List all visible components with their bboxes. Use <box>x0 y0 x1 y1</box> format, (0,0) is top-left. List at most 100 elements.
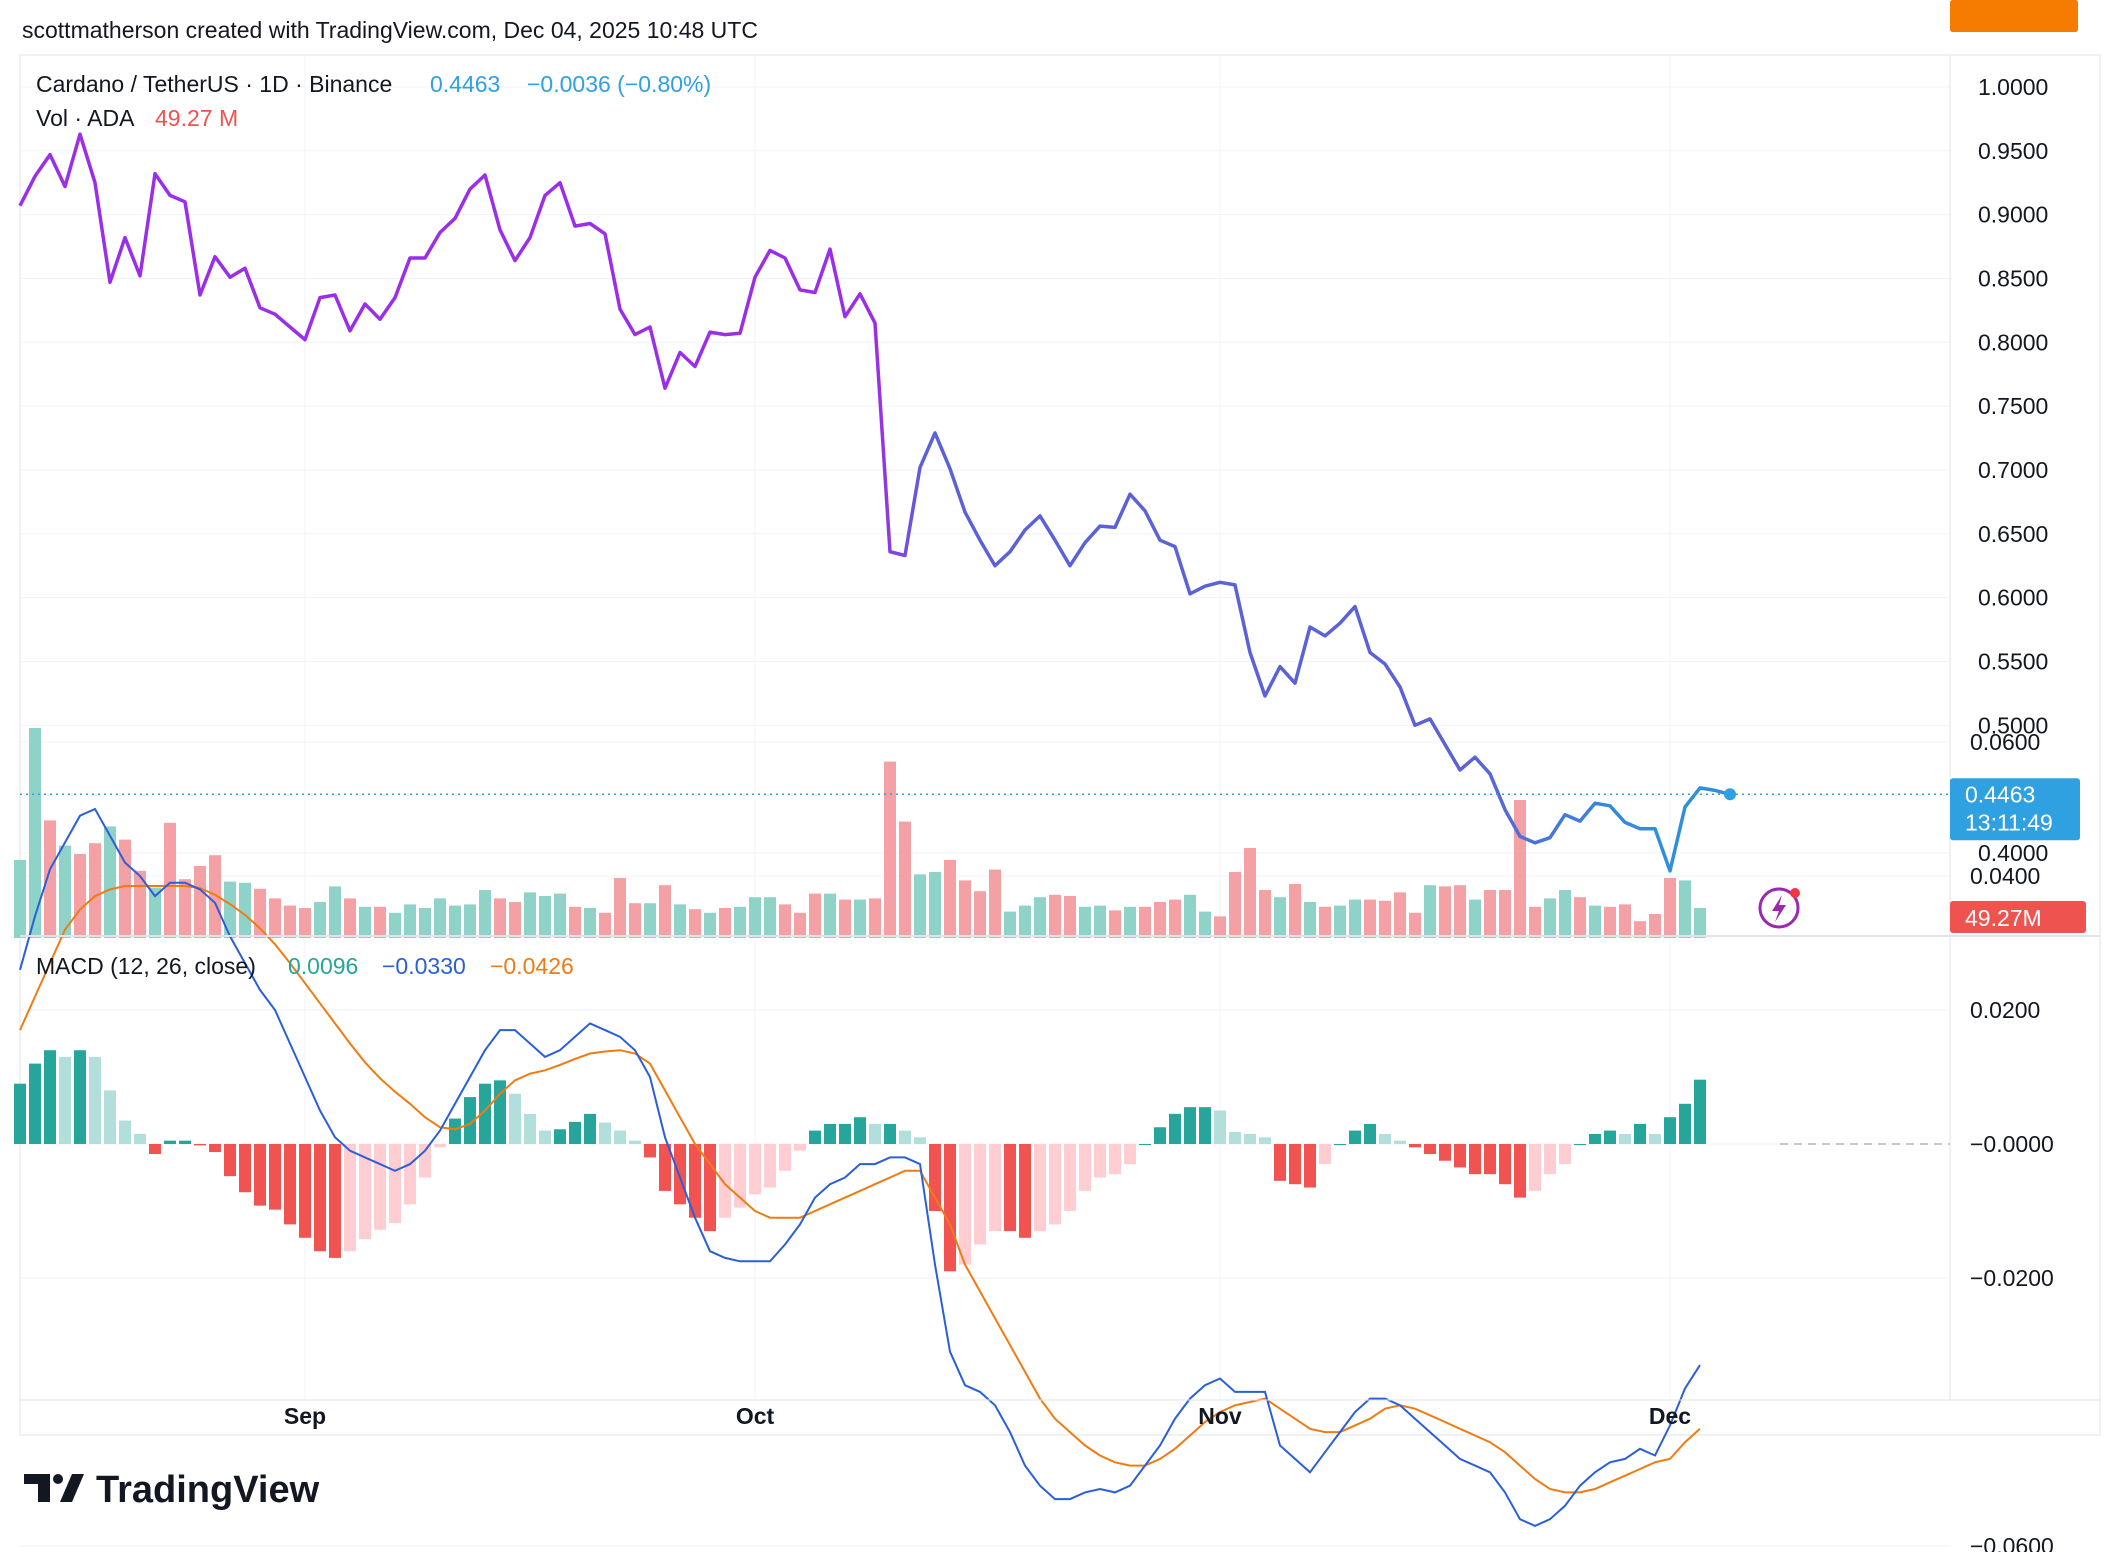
macd-tick-label: −0.0600 <box>1970 1533 2054 1552</box>
price-tick-label: 0.7000 <box>1978 457 2048 483</box>
histogram-bar <box>449 1118 461 1144</box>
price-tick-label: 1.0000 <box>1978 74 2048 100</box>
volume-bar <box>1289 884 1301 938</box>
price-tick-label: 0.8500 <box>1978 265 2048 291</box>
histogram-bar <box>1304 1144 1316 1188</box>
histogram-bar <box>1574 1144 1586 1145</box>
macd-lines <box>19 807 1701 1527</box>
volume-bar <box>1064 896 1076 938</box>
time-tick-label: Dec <box>1649 1403 1691 1429</box>
histogram-bar <box>1019 1144 1031 1238</box>
histogram-bar <box>119 1120 131 1144</box>
price-tick-label: 0.8000 <box>1978 329 2048 355</box>
histogram-bar <box>194 1144 206 1146</box>
macd-tick-label: 0.0600 <box>1970 729 2040 755</box>
histogram-bar <box>1289 1144 1301 1185</box>
volume-bar <box>419 908 431 938</box>
price-legend[interactable]: Cardano / TetherUS · 1D · Binance 0.4463… <box>36 71 711 97</box>
volume-bar <box>449 905 461 938</box>
histogram-bar <box>704 1144 716 1232</box>
histogram-bar <box>1649 1133 1661 1144</box>
macd-tick-label: 0.0200 <box>1970 997 2040 1023</box>
volume-bar <box>584 908 596 938</box>
price-line <box>18 132 1731 873</box>
volume-bar <box>1169 899 1181 938</box>
volume-badge: 49.27M <box>1950 901 2086 933</box>
histogram-bar <box>1259 1137 1271 1144</box>
histogram-bar <box>1694 1079 1706 1144</box>
histogram-bar <box>1079 1144 1091 1191</box>
histogram-bar <box>749 1144 761 1195</box>
histogram-bar <box>1559 1144 1571 1165</box>
volume-bar <box>359 906 371 938</box>
volume-bar <box>1109 910 1121 938</box>
histogram-bar <box>404 1144 416 1205</box>
volume-bar <box>824 893 836 938</box>
volume-bar <box>1124 906 1136 938</box>
volume-bar <box>59 845 71 938</box>
macd-legend[interactable]: MACD (12, 26, close) 0.0096 −0.0330 −0.0… <box>36 953 574 979</box>
volume-bar <box>974 891 986 938</box>
lightning-icon[interactable] <box>1758 887 1800 929</box>
time-tick-label: Oct <box>736 1403 775 1429</box>
histogram-bar <box>1619 1133 1631 1144</box>
price-axis-ticks: 1.0000 0.9500 0.9000 0.8500 0.8000 0.7500 0.70… <box>1978 74 2048 866</box>
histogram-bar <box>284 1144 296 1225</box>
volume-bar <box>434 898 446 938</box>
histogram-bar <box>89 1056 101 1144</box>
histogram-bar <box>824 1123 836 1144</box>
volume-legend[interactable]: Vol · ADA 49.27 M <box>36 105 238 131</box>
volume-bar <box>374 906 386 938</box>
volume-bar <box>254 888 266 938</box>
volume-bar <box>1004 911 1016 938</box>
price-tick-label: 0.9500 <box>1978 138 2048 164</box>
price-tick-label: 0.7500 <box>1978 393 2048 419</box>
volume-bar <box>1664 878 1676 938</box>
volume-bar <box>1469 899 1481 938</box>
histogram-bar <box>1469 1144 1481 1175</box>
histogram-bar <box>644 1144 656 1158</box>
volume-bar <box>464 904 476 938</box>
volume-bar <box>74 854 86 938</box>
volume-bar <box>1649 914 1661 938</box>
histogram-bar <box>974 1144 986 1245</box>
volume-bar <box>929 872 941 938</box>
histogram-bar <box>359 1144 371 1240</box>
volume-bar <box>959 880 971 938</box>
histogram-bar <box>374 1144 386 1230</box>
volume-bar <box>674 904 686 938</box>
tradingview-logo: TradingView <box>24 1469 320 1511</box>
histogram-bar <box>1484 1144 1496 1175</box>
volume-bar <box>404 904 416 938</box>
volume-bar <box>854 899 866 938</box>
volume-bar <box>899 821 911 938</box>
histogram-bar <box>1229 1131 1241 1144</box>
volume-bar <box>629 903 641 938</box>
histogram-bar <box>854 1117 866 1144</box>
histogram-bar <box>1499 1144 1511 1185</box>
histogram-bar <box>629 1140 641 1144</box>
histogram-bar <box>419 1144 431 1178</box>
histogram-bar <box>809 1130 821 1144</box>
histogram-bar <box>1664 1117 1676 1144</box>
volume-bar <box>1094 905 1106 938</box>
macd-series-line <box>19 807 1701 1527</box>
histogram-bar <box>989 1144 1001 1232</box>
volume-bar <box>479 890 491 938</box>
volume-bar <box>1304 902 1316 938</box>
histogram-bar <box>1439 1144 1451 1161</box>
volume-bar <box>149 887 161 938</box>
macd-line-value: −0.0330 <box>382 953 466 979</box>
time-tick-label: Nov <box>1198 1403 1242 1429</box>
histogram-bar <box>1094 1144 1106 1178</box>
histogram-bar <box>1409 1144 1421 1148</box>
histogram-bar <box>884 1123 896 1144</box>
volume-bar <box>269 898 281 938</box>
volume-bar <box>1334 905 1346 938</box>
brand-name: TradingView <box>96 1469 320 1511</box>
volume-bar <box>239 882 251 938</box>
histogram-bar <box>869 1123 881 1144</box>
histogram-bar <box>794 1144 806 1151</box>
